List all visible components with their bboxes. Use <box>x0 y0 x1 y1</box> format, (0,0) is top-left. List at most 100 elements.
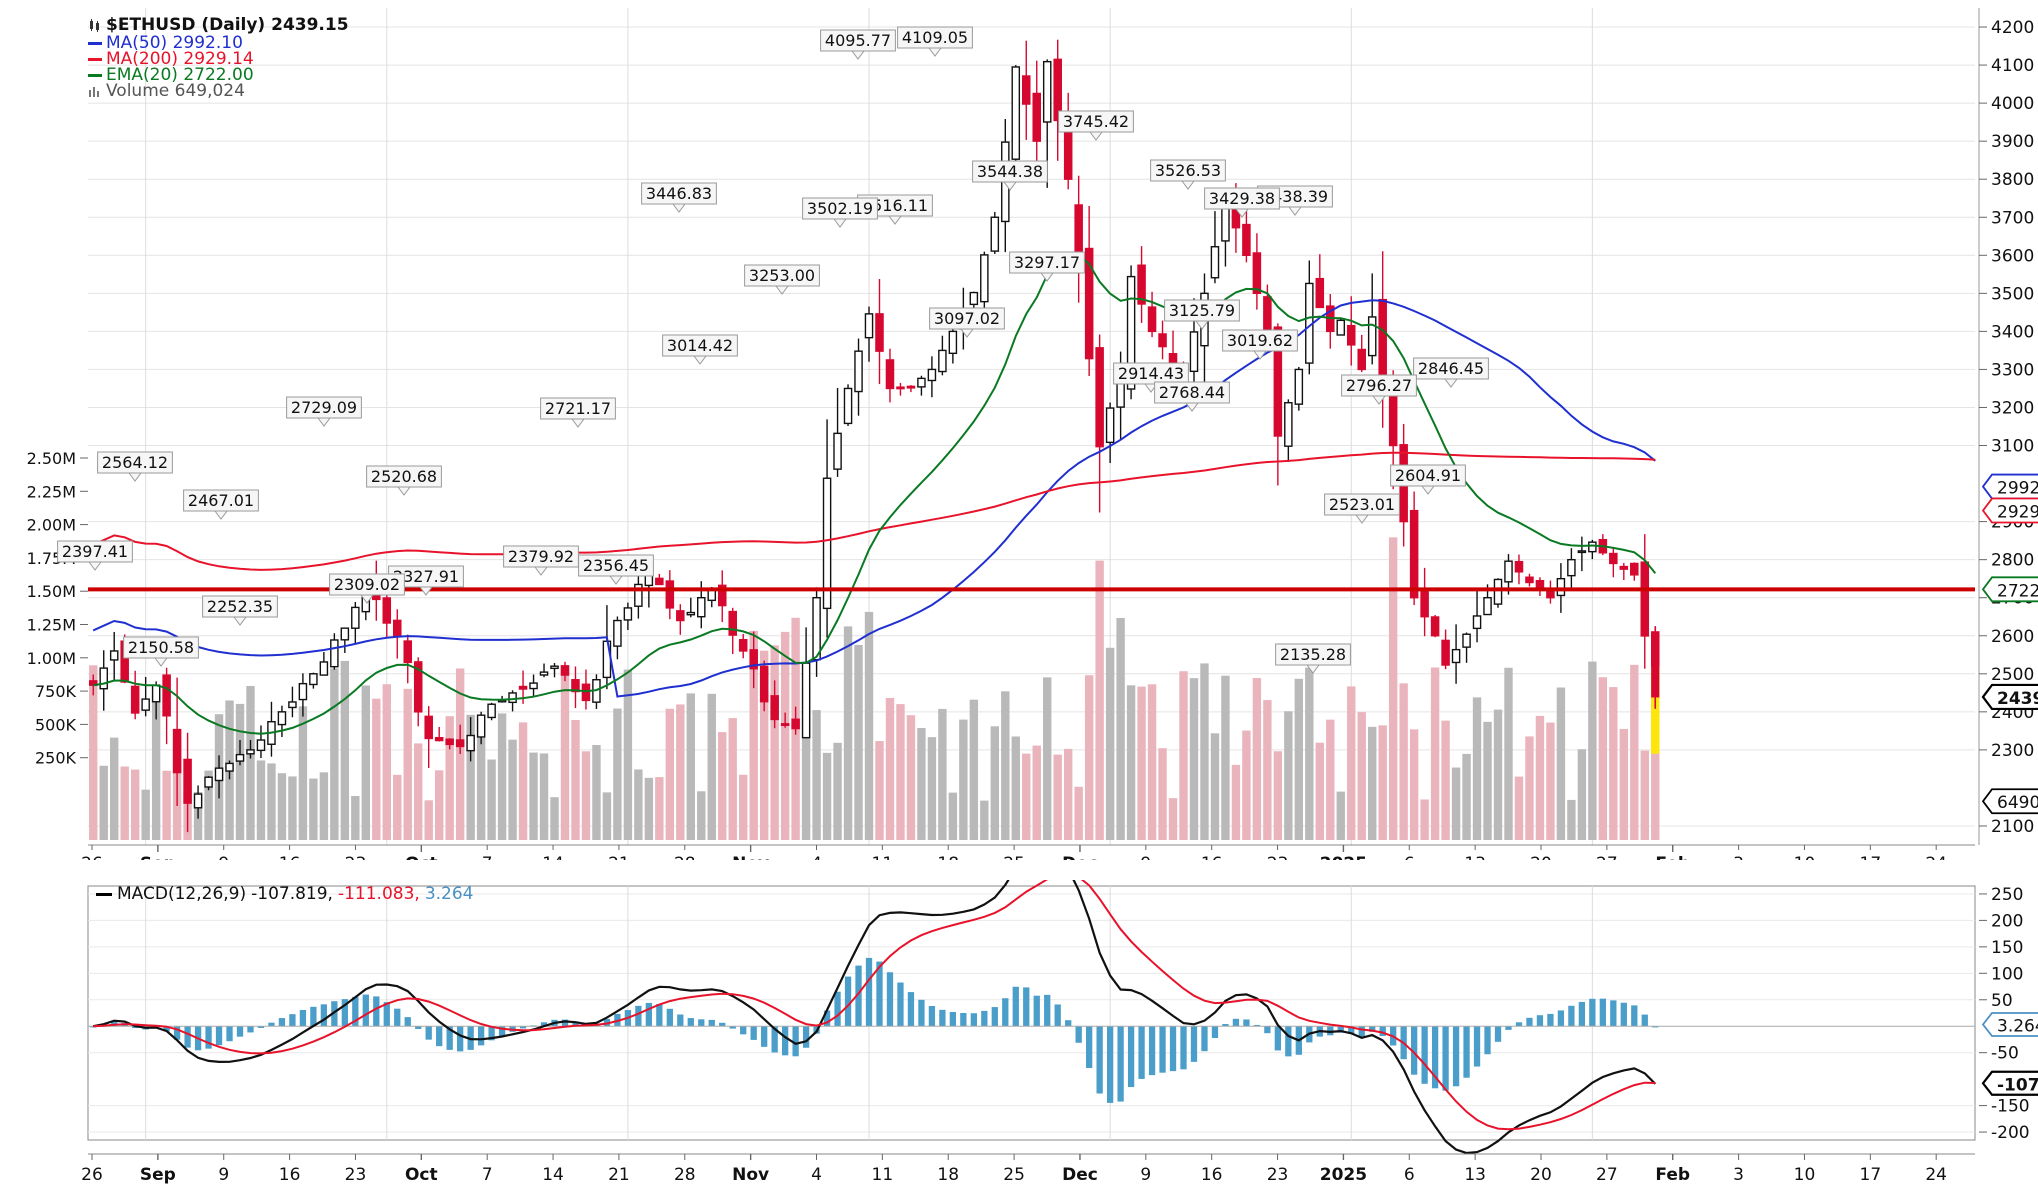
svg-text:2846.45: 2846.45 <box>1418 359 1484 378</box>
price-axis-tick: 3500 <box>1991 284 2034 304</box>
legend-volume-row[interactable]: Volume 649,024 <box>88 81 349 101</box>
legend-symbol-text: $ETHUSD (Daily) 2439.15 <box>106 14 349 35</box>
svg-text:2520.68: 2520.68 <box>371 467 437 486</box>
svg-text:2379.92: 2379.92 <box>508 547 574 566</box>
line-swatch-icon <box>88 68 102 82</box>
date-axis-tick: 9 <box>218 854 229 860</box>
svg-text:3125.79: 3125.79 <box>1169 301 1235 320</box>
date-axis-tick: 16 <box>1201 854 1223 860</box>
legend-ma50-text: MA(50) 2992.10 <box>106 33 243 53</box>
svg-text:2309.02: 2309.02 <box>334 575 400 594</box>
price-panel[interactable]: 4200 4100 4000 3900 3800 3700 3600 3500 3400 3300… <box>0 0 2038 860</box>
legend-symbol-row: $ETHUSD (Daily) 2439.15 <box>88 14 349 35</box>
macd-legend-macd: -107.819, <box>251 884 333 904</box>
swing-label: 2356.45 <box>578 554 654 585</box>
macd-chart-svg[interactable]: 250 200 150 100 50 -50 -150 -200 3.264 -107.819 26… <box>0 880 2038 1190</box>
svg-text:3019.62: 3019.62 <box>1227 331 1293 350</box>
date-axis-tick: 10 <box>1794 854 1816 860</box>
swing-label: 2467.01 <box>183 489 259 520</box>
macd-panel[interactable]: 250 200 150 100 50 -50 -150 -200 3.264 -107.819 26… <box>0 880 2038 1190</box>
date-axis-tick: 6 <box>1404 854 1415 860</box>
macd-legend-label: MACD(12,26,9) <box>117 884 247 904</box>
legend-ema20-row[interactable]: EMA(20) 2722.00 <box>88 65 349 85</box>
date-axis-tick: Nov <box>732 854 769 860</box>
macd-axis-tick: -200 <box>1991 1123 2030 1143</box>
macd-axis-tick: -150 <box>1991 1097 2030 1117</box>
volume-axis-tick: 500K <box>35 715 77 734</box>
macd-axis-tick: 200 <box>1991 911 2023 931</box>
date-axis-tick: Oct <box>405 854 438 860</box>
swing-label: 2796.27 <box>1341 374 1417 405</box>
macd-date-axis-tick: 21 <box>608 1165 630 1185</box>
macd-date-axis-tick: 10 <box>1794 1165 1816 1185</box>
volume-axis-tick: 750K <box>35 682 77 701</box>
macd-axis-tick: -50 <box>1991 1044 2019 1064</box>
svg-text:3745.42: 3745.42 <box>1063 112 1129 131</box>
date-axis-tick: 9 <box>1140 854 1151 860</box>
price-axis-tick: 3700 <box>1991 208 2034 228</box>
price-axis-tick: 2300 <box>1991 741 2034 761</box>
svg-text:2992.10: 2992.10 <box>1997 479 2038 499</box>
macd-date-axis-tick: 2025 <box>1320 1165 1367 1185</box>
date-axis-tick: 27 <box>1596 854 1618 860</box>
date-axis-tick: 28 <box>674 854 696 860</box>
svg-text:3014.42: 3014.42 <box>667 336 733 355</box>
date-axis-tick: 17 <box>1860 854 1882 860</box>
price-axis-tick: 4000 <box>1991 94 2034 114</box>
price-axis-tick: 2100 <box>1991 817 2034 837</box>
date-axis-tick: 11 <box>872 854 894 860</box>
svg-text:2439.15: 2439.15 <box>1997 689 2038 709</box>
swing-label: 3526.53 <box>1150 159 1226 190</box>
legend-ma50-row[interactable]: MA(50) 2992.10 <box>88 33 349 53</box>
legend-ema20-text: EMA(20) 2722.00 <box>106 65 254 85</box>
macd-date-axis-tick: 16 <box>279 1165 301 1185</box>
date-axis-tick: Sep <box>140 854 176 860</box>
price-axis-tick: 3600 <box>1991 246 2034 266</box>
svg-text:2467.01: 2467.01 <box>188 491 254 510</box>
macd-date-axis-tick: 9 <box>1140 1165 1151 1185</box>
swing-label: 2523.01 <box>1324 493 1400 524</box>
svg-text:3516.11: 3516.11 <box>862 196 928 215</box>
volume-axis-tick: 250K <box>35 749 77 768</box>
swing-label: 3097.02 <box>929 307 1005 338</box>
svg-text:2327.91: 2327.91 <box>393 567 459 586</box>
date-axis-tick: 13 <box>1464 854 1486 860</box>
swing-label: 2309.02 <box>329 573 405 604</box>
macd-date-axis-tick: 4 <box>811 1165 822 1185</box>
macd-date-axis-tick: 26 <box>81 1165 103 1185</box>
price-chart-svg[interactable]: 4200 4100 4000 3900 3800 3700 3600 3500 3400 3300… <box>0 0 2038 860</box>
chart-legend: $ETHUSD (Daily) 2439.15 MA(50) 2992.10 M… <box>88 14 349 101</box>
svg-text:2604.91: 2604.91 <box>1395 466 1461 485</box>
macd-date-axis-tick: Feb <box>1655 1165 1690 1185</box>
svg-text:3.264: 3.264 <box>1997 1017 2038 1037</box>
swing-label: 3429.38 <box>1204 187 1280 218</box>
swing-label: 2520.68 <box>366 465 442 496</box>
volume-axis-tick: 2.50M <box>27 449 76 468</box>
date-axis-tick: 23 <box>1267 854 1289 860</box>
svg-text:2252.35: 2252.35 <box>207 597 273 616</box>
price-tag: 2992.10 <box>1981 473 2038 500</box>
svg-text:3429.38: 3429.38 <box>1209 189 1275 208</box>
macd-axis-tick: 150 <box>1991 938 2023 958</box>
svg-text:3097.02: 3097.02 <box>934 309 1000 328</box>
swing-label: 4109.05 <box>897 26 973 57</box>
macd-date-axis-tick: 28 <box>674 1165 696 1185</box>
price-axis-tick: 3400 <box>1991 322 2034 342</box>
macd-date-axis-tick: Nov <box>732 1165 769 1185</box>
macd-date-axis-tick: 16 <box>1201 1165 1223 1185</box>
candlestick-icon <box>88 18 102 32</box>
swing-label: 2721.17 <box>540 397 616 428</box>
macd-date-axis-tick: 7 <box>482 1165 493 1185</box>
macd-date-axis-tick: 18 <box>937 1165 959 1185</box>
macd-date-axis-tick: 14 <box>542 1165 564 1185</box>
price-axis-tick: 4200 <box>1991 18 2034 38</box>
svg-text:2150.58: 2150.58 <box>128 638 194 657</box>
macd-date-axis-tick: 6 <box>1404 1165 1415 1185</box>
price-tag: 2929.14 <box>1981 497 2038 524</box>
price-axis-tick: 2600 <box>1991 627 2034 647</box>
swing-label: 4095.77 <box>820 29 896 60</box>
swing-label: 3125.79 <box>1164 299 1240 330</box>
legend-ma200-row[interactable]: MA(200) 2929.14 <box>88 49 349 69</box>
swing-label: 2768.44 <box>1154 381 1230 412</box>
